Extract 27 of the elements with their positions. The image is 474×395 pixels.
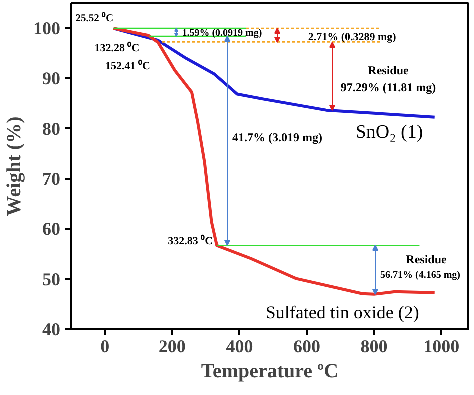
y-tick-label: 90: [42, 68, 60, 89]
annotation: 132.28 ⁰C: [94, 42, 140, 55]
x-tick-label: 800: [360, 336, 388, 356]
x-axis-title: Temperature ºC: [201, 360, 339, 382]
y-tick-label: 40: [42, 320, 60, 340]
x-tick-label: 400: [226, 336, 254, 356]
annotation: 25.52 ⁰C: [76, 12, 114, 25]
y-tick-label: 70: [42, 169, 60, 190]
annotation: 152.41 ⁰C: [105, 60, 150, 73]
y-tick-label: 50: [42, 269, 60, 290]
annotation: 56.71% (4.165 mg): [380, 270, 460, 281]
x-tick-label: 1000: [424, 336, 460, 356]
annotation: 332.83 ⁰C: [168, 234, 214, 248]
x-tick-label: 600: [294, 336, 321, 356]
annotation: 97.29% (11.81 mg): [340, 80, 436, 94]
annotation: 2.71% (0.3289 mg): [308, 32, 397, 44]
y-tick-label: 60: [42, 219, 60, 240]
annotation: Residue: [406, 252, 448, 266]
annotation: 41.7% (3.019 mg): [232, 130, 322, 144]
annotation: Sulfated tin oxide (2): [266, 302, 420, 322]
x-tick-label: 200: [158, 336, 186, 356]
annotation: SnO₂ (1): [356, 122, 424, 143]
y-axis-title: Weight (%): [4, 116, 26, 216]
y-tick-label: 100: [34, 18, 60, 39]
annotation: Residue: [368, 64, 410, 78]
y-tick-label: 80: [42, 118, 60, 139]
x-tick-label: 0: [100, 336, 110, 356]
